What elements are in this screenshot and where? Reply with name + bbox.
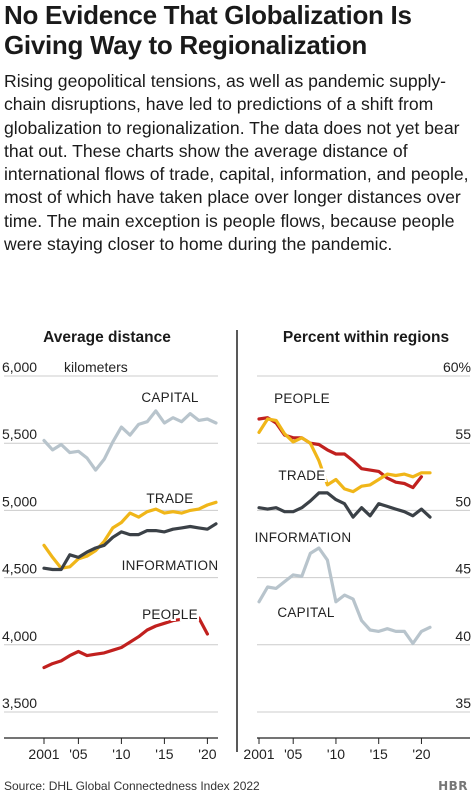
chart-description: Rising geopolitical tensions, as well as… (4, 71, 469, 255)
series-label-capital: CAPITAL (277, 605, 335, 620)
y-tick-label: 6,000 (2, 359, 37, 375)
hbr-logo: HBR (438, 779, 468, 793)
series-label-information: INFORMATION (255, 530, 352, 545)
series-line-capital (257, 546, 432, 646)
series-label-capital: CAPITAL (141, 390, 199, 405)
x-tick-label: '20 (198, 746, 216, 762)
series-line-trade (42, 500, 218, 570)
page-title: No Evidence That Globalization Is Giving… (4, 0, 412, 60)
y-tick-label: 60% (443, 359, 471, 375)
y-tick-label: 5,500 (2, 426, 37, 442)
series-label-people: PEOPLE (274, 391, 330, 406)
source-note: Source: DHL Global Connectedness Index 2… (4, 779, 260, 793)
x-tick-label: '15 (155, 746, 173, 762)
x-tick-label: '10 (327, 746, 345, 762)
series-label-information: INFORMATION (122, 558, 219, 573)
series-label-trade: TRADE (146, 491, 193, 506)
y-tick-label: 35 (455, 695, 471, 711)
x-tick-label: '15 (370, 746, 388, 762)
y-tick-label: 40 (455, 628, 471, 644)
x-tick-label: 2001 (28, 746, 59, 762)
series-label-people: PEOPLE (142, 607, 198, 622)
series-line-information (257, 491, 432, 519)
y-tick-label: 50 (455, 493, 471, 509)
series-line-trade (257, 417, 432, 494)
y-axis-unit-label: kilometers (64, 359, 128, 375)
y-tick-label: 45 (455, 561, 471, 577)
series-label-trade: TRADE (278, 468, 325, 483)
average-distance-chart: Average distance 3,500 4,000 4,500 5,000 5,50… (2, 329, 220, 762)
chart-title: Average distance (43, 329, 171, 346)
chart-title: Percent within regions (283, 329, 449, 346)
x-tick-label: '05 (284, 746, 302, 762)
y-tick-label: 4,000 (2, 628, 37, 644)
x-tick-label: '10 (112, 746, 130, 762)
series-line-information (42, 522, 218, 572)
series-line-people (42, 616, 209, 670)
x-tick-label: '20 (412, 746, 430, 762)
series-line-capital (42, 409, 218, 472)
y-tick-label: 4,500 (2, 561, 37, 577)
percent-within-regions-chart: Percent within regions 35 40 45 50 55 60% 2001 '… (243, 329, 471, 762)
x-tick-label: 2001 (243, 746, 274, 762)
y-tick-label: 55 (455, 426, 471, 442)
x-tick-label: '05 (69, 746, 87, 762)
y-tick-label: 3,500 (2, 695, 37, 711)
y-tick-label: 5,000 (2, 493, 37, 509)
